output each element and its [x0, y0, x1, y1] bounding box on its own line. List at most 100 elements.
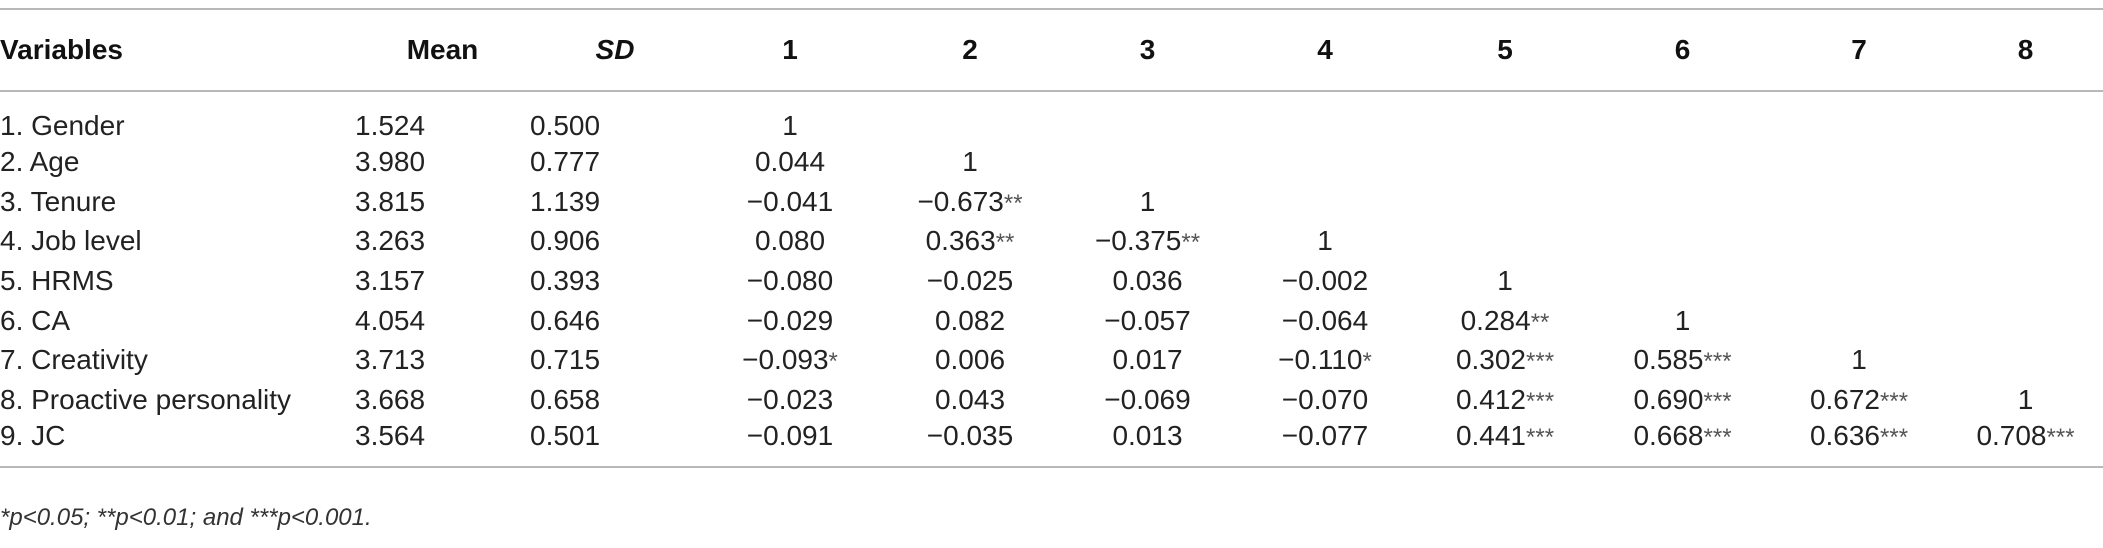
correlation-value: 1 — [962, 145, 978, 177]
correlation-cell — [1235, 142, 1415, 182]
correlation-cell — [1060, 142, 1235, 182]
correlation-cell: 0.441*** — [1415, 419, 1595, 468]
correlation-cell: 1 — [700, 91, 880, 142]
correlation-value: 1 — [1317, 225, 1333, 257]
correlation-cell: 0.013 — [1060, 419, 1235, 468]
significance-stars: *** — [2046, 423, 2075, 451]
correlation-cell — [1770, 261, 1948, 301]
correlation-cell — [1770, 91, 1948, 142]
correlation-cell — [1595, 182, 1770, 222]
header-mean: Mean — [355, 8, 530, 92]
correlation-value: −0.041 — [746, 185, 834, 217]
correlation-value: −0.002 — [1281, 264, 1369, 296]
correlation-cell — [1770, 142, 1948, 182]
header-col-3: 3 — [1060, 8, 1235, 92]
sd-cell: 0.646 — [530, 304, 601, 336]
table-row: 4. Job level 3.263 0.906 0.080 0.363** −0.375… — [0, 221, 2103, 261]
correlation-cell — [880, 91, 1060, 142]
correlation-value: 1 — [1851, 344, 1867, 376]
significance-stars: *** — [1703, 423, 1732, 451]
correlation-cell — [1948, 91, 2103, 142]
correlation-value: 0.006 — [934, 344, 1006, 376]
correlation-cell — [1770, 182, 1948, 222]
correlation-cell: 1 — [1060, 182, 1235, 222]
correlation-value: −0.057 — [1104, 304, 1191, 336]
correlation-cell: −0.025 — [880, 261, 1060, 301]
correlation-cell: −0.064 — [1235, 301, 1415, 341]
table-footnote: *p<0.05; **p<0.01; and ***p<0.001. — [0, 504, 372, 531]
correlation-value: 0.363 — [925, 225, 996, 257]
correlation-value: 0.044 — [754, 145, 826, 177]
correlation-cell — [1948, 301, 2103, 341]
correlation-cell: 0.668*** — [1595, 419, 1770, 468]
correlation-cell: 0.080 — [700, 221, 880, 261]
header-col-7: 7 — [1770, 8, 1948, 92]
correlation-cell: 0.636*** — [1770, 419, 1948, 468]
correlation-value: 0.080 — [754, 225, 826, 257]
correlation-cell — [1770, 301, 1948, 341]
correlation-cell — [1415, 182, 1595, 222]
header-col-2: 2 — [880, 8, 1060, 92]
correlation-cell: 1 — [1595, 301, 1770, 341]
correlation-value: −0.023 — [746, 383, 834, 415]
header-col-5: 5 — [1415, 8, 1595, 92]
correlation-cell — [1595, 261, 1770, 301]
correlation-cell — [1770, 221, 1948, 261]
correlation-value: 0.082 — [934, 304, 1006, 336]
variable-cell: 1. Gender — [0, 110, 125, 141]
significance-stars: *** — [1703, 348, 1732, 376]
mean-cell: 3.713 — [355, 344, 426, 376]
header-variables: Variables — [0, 8, 355, 92]
correlation-cell — [1235, 182, 1415, 222]
mean-cell: 3.564 — [355, 419, 530, 468]
significance-stars: *** — [1880, 423, 1909, 451]
correlation-cell: −0.035 — [880, 419, 1060, 468]
table-body: 1. Gender 1.524 0.500 1 2. Age 3.980 0.777 0.04… — [0, 91, 2103, 468]
correlation-value: −0.673 — [917, 185, 1004, 217]
correlation-cell: 0.585*** — [1595, 340, 1770, 380]
correlation-value: 0.672 — [1809, 383, 1881, 415]
correlation-table: Variables Mean SD 1 2 3 4 5 6 7 8 1. Gen… — [0, 8, 2103, 468]
correlation-value: 0.690 — [1633, 383, 1704, 415]
header-col-1: 1 — [700, 8, 880, 92]
table-row: 1. Gender 1.524 0.500 1 — [0, 91, 2103, 142]
correlation-value: 1 — [782, 110, 798, 141]
significance-stars: *** — [1880, 387, 1909, 415]
significance-stars: *** — [1526, 348, 1555, 376]
sd-cell: 0.658 — [530, 383, 601, 415]
correlation-cell: −0.091 — [700, 419, 880, 468]
sd-cell: 1.139 — [530, 185, 601, 217]
variable-cell: 5. HRMS — [0, 264, 114, 296]
table-row: 2. Age 3.980 0.777 0.044 1 — [0, 142, 2103, 182]
correlation-cell — [1415, 91, 1595, 142]
correlation-value: −0.035 — [926, 419, 1014, 451]
correlation-cell: −0.023 — [700, 380, 880, 420]
mean-cell: 3.815 — [355, 185, 426, 217]
table-row: 5. HRMS 3.157 0.393 −0.080 −0.025 0.036 −0.002… — [0, 261, 2103, 301]
correlation-cell — [1415, 142, 1595, 182]
correlation-cell: −0.093* — [700, 340, 880, 380]
correlation-cell — [1948, 340, 2103, 380]
correlation-value: 0.585 — [1633, 344, 1704, 376]
variable-cell: 9. JC — [0, 419, 355, 468]
correlation-value: −0.080 — [746, 264, 834, 296]
correlation-value: −0.091 — [746, 419, 834, 451]
variable-cell: 8. Proactive personality — [0, 383, 292, 415]
correlation-cell — [1595, 221, 1770, 261]
correlation-cell — [1948, 221, 2103, 261]
significance-stars: * — [1362, 348, 1372, 376]
correlation-value: 0.412 — [1455, 383, 1527, 415]
correlation-cell: −0.002 — [1235, 261, 1415, 301]
correlation-cell — [1948, 182, 2103, 222]
variable-cell: 6. CA — [0, 304, 71, 336]
table-row: 9. JC 3.564 0.501 −0.091 −0.035 0.013 −0.077 0.… — [0, 419, 2103, 468]
correlation-cell: −0.057 — [1060, 301, 1235, 341]
correlation-cell: 1 — [1415, 261, 1595, 301]
correlation-cell: −0.375** — [1060, 221, 1235, 261]
correlation-cell: 0.043 — [880, 380, 1060, 420]
mean-cell: 3.263 — [355, 225, 426, 257]
correlation-cell: −0.110* — [1235, 340, 1415, 380]
correlation-cell: −0.070 — [1235, 380, 1415, 420]
correlation-value: −0.110 — [1278, 344, 1363, 376]
sd-cell: 0.906 — [530, 225, 601, 257]
